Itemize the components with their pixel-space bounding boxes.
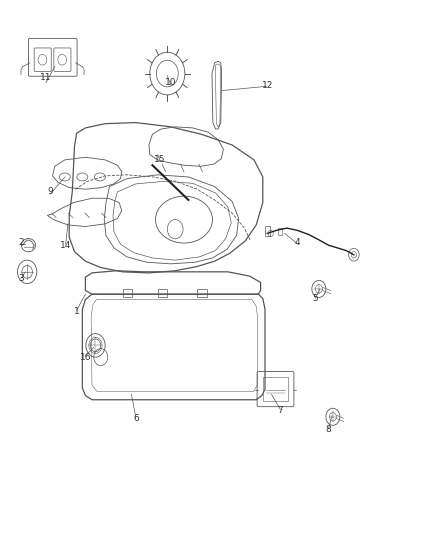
Text: 6: 6: [133, 414, 139, 423]
Text: 16: 16: [80, 353, 91, 361]
Bar: [278, 228, 282, 235]
Text: 5: 5: [312, 294, 318, 303]
Text: 1: 1: [74, 308, 80, 316]
Text: 15: 15: [154, 156, 166, 164]
Bar: [197, 289, 207, 297]
Text: 2: 2: [18, 238, 24, 247]
Text: 14: 14: [60, 241, 71, 249]
Text: 7: 7: [277, 406, 283, 415]
Text: 8: 8: [325, 425, 332, 433]
Text: 4: 4: [295, 238, 300, 247]
Text: 10: 10: [165, 78, 177, 87]
Text: 11: 11: [40, 73, 52, 82]
Bar: [263, 377, 288, 401]
Text: 3: 3: [18, 274, 24, 282]
Bar: [123, 289, 132, 297]
Bar: [265, 226, 270, 236]
Text: 12: 12: [261, 81, 273, 90]
Text: 9: 9: [47, 188, 53, 196]
Bar: [158, 289, 167, 297]
